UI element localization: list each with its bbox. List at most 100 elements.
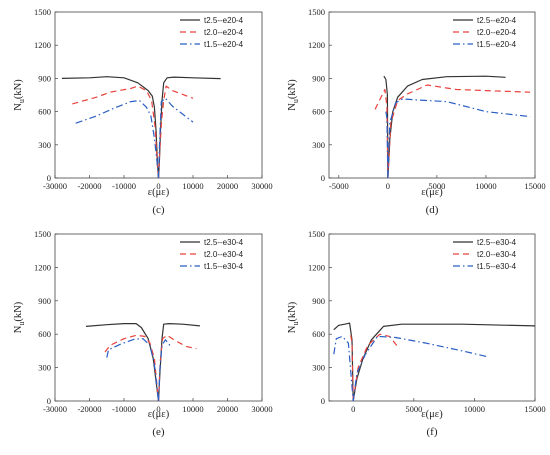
y-tick-label: 1200 [308,262,325,272]
x-tick-label: 30000 [251,404,272,414]
chart-panel-3: -30000 -20000 -10000 0 10000 20000 30000 0 300 60… [13,229,273,438]
legend-entry: t2.5--e20-4 [477,16,517,25]
y-tick-label: 600 [38,329,51,339]
y-tick-label: 1500 [34,7,51,17]
panel-label: (c) [152,204,165,216]
legend-entry: t2.5--e30-4 [204,238,244,247]
series-line-3 [157,339,172,402]
y-tick-label: 300 [312,363,325,373]
x-tick-label: 15000 [524,181,545,191]
y-tick-label: 300 [38,363,51,373]
x-tick-label: -10000 [112,181,136,191]
legend-entry: t2.0--e20-4 [477,28,517,37]
x-axis-label: ε(με) [148,409,170,420]
panel-label: (f) [427,426,438,438]
x-tick-label: 5000 [428,181,445,191]
x-axis-label: ε(με) [148,187,170,198]
x-tick-label: -10000 [112,404,136,414]
x-tick-label: 0 [351,404,355,414]
x-tick-label: 15000 [524,404,545,414]
x-tick-label: 10000 [182,181,203,191]
series-line-3 [385,111,389,179]
series-line-3 [106,338,160,402]
x-axis-label: ε(με) [421,409,443,420]
chart-panel-4: 0 5000 10000 15000 0 300 600 900 1200 1500 ε(με) Nu… [287,229,546,438]
series-line-2 [387,84,531,179]
legend-entry: t2.0--e20-4 [204,28,244,37]
series-line-1 [85,323,160,402]
y-tick-label: 300 [312,140,325,150]
series-line-2 [72,85,160,179]
series-line-3 [75,99,160,179]
chart-panel-1: -30000 -20000 -10000 0 10000 20000 30000 0 300 60… [13,7,273,216]
panel-label: (d) [426,204,439,216]
x-tick-label: 10000 [182,404,203,414]
y-tick-label: 1200 [34,40,51,50]
x-tick-label: 30000 [251,181,272,191]
series-line-3 [352,335,487,402]
y-tick-label: 600 [312,107,325,117]
series-line-2 [350,335,354,402]
x-tick-label: 0 [156,404,160,414]
legend-entry: t1.5--e30-4 [477,262,517,271]
y-axis-label: Nu(kN) [13,301,26,333]
y-tick-label: 900 [38,296,51,306]
y-tick-label: 0 [321,173,325,183]
legend-entry: t2.0--e30-4 [477,250,517,259]
series-line-1 [61,76,160,179]
series-line-2 [374,88,389,179]
x-tick-label: -30000 [43,404,67,414]
legend-entry: t2.0--e30-4 [204,250,244,259]
series-line-3 [387,98,531,179]
x-tick-label: -5000 [329,181,349,191]
series-line-3 [333,335,354,402]
x-tick-label: 5000 [405,404,422,414]
y-tick-label: 600 [312,329,325,339]
chart-panel-2: -5000 0 5000 10000 15000 0 300 600 900 1200 1500 ε(… [287,7,546,216]
x-tick-label: 10000 [475,181,496,191]
y-tick-label: 1500 [308,7,325,17]
y-tick-label: 1500 [308,229,325,239]
x-axis-label: ε(με) [421,187,443,198]
y-tick-label: 900 [38,73,51,83]
x-tick-label: -20000 [77,181,101,191]
y-tick-label: 600 [38,107,51,117]
y-tick-label: 0 [47,173,51,183]
x-tick-label: 20000 [217,181,238,191]
y-axis-label: Nu(kN) [287,79,300,111]
y-tick-label: 0 [321,396,325,406]
x-tick-label: 20000 [217,404,238,414]
x-tick-label: -20000 [77,404,101,414]
legend-entry: t1.5--e20-4 [204,40,244,49]
series-line-2 [157,334,197,402]
y-tick-label: 1200 [308,40,325,50]
y-tick-label: 0 [47,396,51,406]
series-line-1 [387,75,506,179]
series-line-2 [157,85,194,179]
legend-entry: t2.5--e20-4 [204,16,244,25]
y-tick-label: 900 [312,296,325,306]
panel-label: (e) [152,426,165,438]
series-line-2 [104,334,160,402]
x-tick-label: 10000 [464,404,485,414]
legend-entry: t1.5--e20-4 [477,40,517,49]
y-tick-label: 900 [312,73,325,83]
series-line-1 [157,323,200,402]
y-axis-label: Nu(kN) [287,301,300,333]
x-tick-label: -30000 [43,181,67,191]
y-tick-label: 1200 [34,262,51,272]
y-axis-label: Nu(kN) [13,79,26,111]
legend-entry: t1.5--e30-4 [204,262,244,271]
plot-frame [54,233,263,402]
x-tick-label: 0 [156,181,160,191]
y-tick-label: 1500 [34,229,51,239]
legend-entry: t2.5--e30-4 [477,238,517,247]
x-tick-label: 0 [386,181,390,191]
series-line-3 [157,97,194,179]
series-line-1 [352,323,536,402]
plot-frame [328,11,536,179]
series-line-1 [157,76,221,179]
plot-frame [328,233,536,402]
y-tick-label: 300 [38,140,51,150]
